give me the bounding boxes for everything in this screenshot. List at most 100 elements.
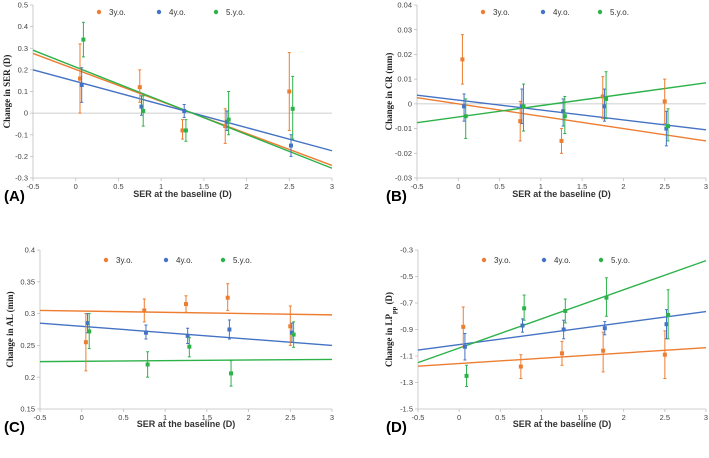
data-point (604, 96, 609, 101)
y-tick-label: 0.3 (18, 44, 28, 53)
y-tick-label: -1.1 (400, 352, 413, 361)
data-point (85, 321, 90, 326)
y-tick-label: 0.2 (25, 373, 35, 382)
x-tick-label: 0 (74, 182, 78, 191)
data-point (561, 327, 566, 332)
x-tick-label: 2 (246, 413, 250, 422)
data-point (229, 371, 234, 376)
x-tick-label: 1.5 (202, 413, 212, 422)
legend-marker-4y (541, 257, 547, 263)
x-tick-label: 1 (159, 182, 163, 191)
data-point (227, 327, 232, 332)
data-point (137, 85, 142, 90)
data-point (662, 352, 667, 357)
x-tick-label: 2.5 (660, 413, 670, 422)
data-point (288, 143, 293, 148)
y-axis-title-main: Change in SER (D) (2, 55, 12, 129)
y-axis-title-subscript: pp (391, 306, 398, 314)
y-axis-title-main: Change in LP (384, 313, 394, 367)
x-axis-title: SER at the baseline (D) (133, 189, 232, 199)
data-point (145, 362, 150, 367)
data-point (559, 138, 564, 143)
y-axis-title-main: Change in AL (mm) (5, 291, 15, 367)
legend-label-4y: 4y.o. (169, 8, 186, 17)
legend-marker-5y (597, 9, 603, 15)
data-point (562, 114, 567, 119)
legend-label-4y: 4y.o. (554, 256, 571, 265)
data-point (143, 330, 148, 335)
legend-marker-3y (96, 9, 102, 15)
data-point (664, 322, 669, 327)
data-point (518, 364, 523, 369)
x-tick-label: 3 (704, 413, 708, 422)
legend-label-3y: 3y.o. (494, 256, 511, 265)
x-tick-label: 2 (622, 413, 626, 422)
y-tick-label: -0.03 (395, 174, 412, 183)
y-tick-label: -0.02 (395, 149, 412, 158)
chart-panel-3: 0.15 0.2 0.25 0.3 0.35 0.4 -0.5 0 0.5 1 1.5 2 2.5 3 3y… (4, 246, 334, 436)
data-point (462, 104, 467, 109)
y-axis-title-unit: (D) (384, 292, 394, 307)
y-tick-label: 0.1 (18, 87, 28, 96)
y-tick-label: 0.5 (18, 1, 28, 10)
x-tick-label: -0.5 (411, 182, 424, 191)
data-point (290, 106, 295, 111)
legend-label-5y: 5.y.o. (611, 256, 630, 265)
data-point (87, 329, 92, 334)
legend-marker-5y (598, 257, 604, 263)
legend-label-3y: 3y.o. (493, 8, 510, 17)
data-point (141, 108, 146, 113)
data-point (666, 312, 671, 317)
data-point (602, 326, 607, 331)
legend-marker-3y (103, 257, 109, 263)
x-tick-label: 0.5 (113, 182, 123, 191)
x-tick-label: 2.5 (659, 182, 669, 191)
y-axis-title: Change in SER (D) (2, 55, 12, 129)
data-point (288, 324, 293, 329)
data-point (223, 124, 228, 129)
trendline-5y (416, 82, 707, 124)
data-point (225, 295, 230, 300)
data-point (561, 109, 566, 114)
data-point (83, 340, 88, 345)
y-tick-label: -0.5 (400, 272, 413, 281)
data-point (182, 108, 187, 113)
data-point (463, 114, 468, 119)
x-tick-label: 2 (244, 182, 248, 191)
data-point (224, 119, 229, 124)
y-tick-label: -1.3 (400, 378, 413, 387)
data-point (460, 57, 465, 62)
x-tick-label: 1.5 (577, 182, 587, 191)
y-axis-title: Change in AL (mm) (5, 291, 15, 367)
y-tick-label: 0.02 (397, 50, 412, 59)
y-axis-title-main: Change in CR (mm) (384, 53, 394, 131)
panel-label: (D) (386, 419, 407, 436)
data-point (287, 89, 292, 94)
data-point (226, 117, 231, 122)
chart-panel-4: -1.5 -1.3 -1.1 -0.9 -0.7 -0.5 -0.3 -0.5 0 0.5 1 1.5… (384, 246, 708, 436)
legend-marker-3y (481, 257, 487, 263)
x-axis-title: SER at the baseline (D) (137, 419, 236, 429)
y-axis-title: Change in CR (mm) (384, 53, 394, 131)
y-tick-label: -0.1 (15, 130, 28, 139)
x-axis-title: SER at the baseline (D) (513, 419, 612, 429)
data-point (184, 302, 188, 307)
x-tick-label: 0 (80, 413, 84, 422)
legend-label-4y: 4y.o. (176, 256, 193, 265)
x-tick-label: 3 (704, 182, 708, 191)
data-point (520, 323, 525, 328)
data-point (602, 104, 607, 109)
panel-label: (B) (386, 188, 407, 205)
x-tick-label: 1.5 (577, 413, 587, 422)
x-tick-label: 1 (539, 182, 543, 191)
legend-label-3y: 3y.o. (116, 256, 133, 265)
y-tick-label: -0.9 (400, 325, 413, 334)
data-point (662, 99, 667, 104)
data-point (180, 128, 185, 133)
data-point (518, 119, 523, 124)
x-tick-label: 0.5 (118, 413, 128, 422)
data-point (664, 126, 669, 131)
data-point (79, 83, 84, 88)
y-tick-label: 0.15 (20, 405, 35, 414)
